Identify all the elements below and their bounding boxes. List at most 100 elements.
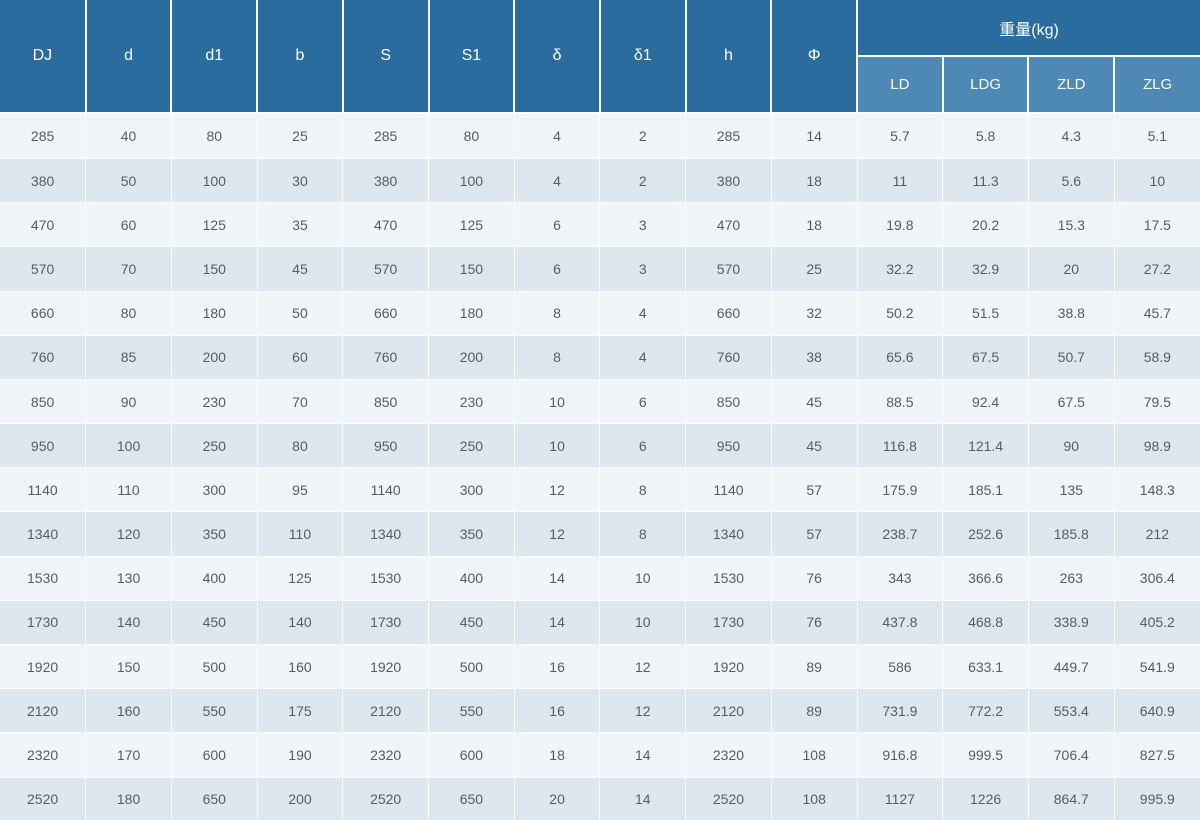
table-cell: 586: [856, 644, 944, 690]
table-cell: 3: [599, 202, 687, 248]
table-cell: 706.4: [1027, 732, 1115, 778]
table-cell: 32.2: [856, 246, 944, 292]
table-cell: 5.8: [942, 112, 1029, 159]
table-cell: 238.7: [856, 511, 944, 557]
col-header-b: b: [256, 0, 344, 114]
table-cell: 850: [685, 378, 772, 425]
table-cell: 45.7: [1113, 290, 1200, 336]
table-cell: 100: [428, 157, 515, 204]
table-row: 2320 170 600 190 2320 600 18 14 2320 108 916.8 999.…: [0, 732, 1200, 778]
table-cell: 760: [0, 334, 87, 380]
col-group-weight: 重量(kg): [856, 0, 1200, 57]
table-cell: 32.9: [942, 246, 1029, 292]
table-cell: 185.8: [1027, 511, 1115, 557]
table-cell: 2320: [0, 732, 87, 778]
table-cell: 2320: [685, 732, 772, 778]
table-cell: 400: [170, 555, 258, 601]
table-cell: 1140: [0, 467, 87, 513]
table-cell: 200: [428, 334, 515, 380]
table-cell: 4: [599, 290, 687, 336]
table-cell: 1226: [942, 776, 1029, 820]
table-cell: 760: [685, 334, 772, 380]
table-cell: 65.6: [856, 334, 944, 380]
table-cell: 437.8: [856, 599, 944, 646]
table-cell: 660: [685, 290, 772, 336]
table-cell: 30: [256, 157, 344, 204]
table-cell: 80: [170, 112, 258, 159]
table-cell: 10: [513, 423, 601, 469]
table-cell: 20: [1027, 246, 1115, 292]
table-row: 660 80 180 50 660 180 8 4 660 32 50.2 51.5 38.8 45.7: [0, 290, 1200, 336]
table-cell: 57: [770, 511, 858, 557]
table-cell: 4.3: [1027, 112, 1115, 159]
table-cell: 864.7: [1027, 776, 1115, 820]
table-cell: 350: [428, 511, 515, 557]
table-cell: 92.4: [942, 378, 1029, 425]
table-cell: 90: [1027, 423, 1115, 469]
table-cell: 850: [0, 378, 87, 425]
table-cell: 4: [513, 157, 601, 204]
table-cell: 14: [513, 555, 601, 601]
table-cell: 338.9: [1027, 599, 1115, 646]
table-cell: 8: [599, 467, 687, 513]
col-header-dj: DJ: [0, 0, 87, 114]
table-cell: 45: [256, 246, 344, 292]
table-cell: 89: [770, 644, 858, 690]
table-cell: 285: [0, 112, 87, 159]
col-header-h: h: [684, 0, 773, 114]
table-cell: 285: [342, 112, 430, 159]
table-cell: 14: [599, 776, 687, 820]
table-cell: 150: [428, 246, 515, 292]
table-cell: 300: [428, 467, 515, 513]
table-cell: 731.9: [856, 688, 944, 734]
table-cell: 10: [599, 599, 687, 646]
header-row-main: DJ d d1 b S S1 δ δ1 h Φ 重量(kg): [0, 0, 1200, 114]
table-cell: 27.2: [1113, 246, 1200, 292]
table-cell: 57: [770, 467, 858, 513]
table-cell: 130: [85, 555, 172, 601]
table-cell: 1340: [685, 511, 772, 557]
table-header: DJ d d1 b S S1 δ δ1 h Φ 重量(kg) LD LDG ZL…: [0, 0, 1200, 114]
table-cell: 15.3: [1027, 202, 1115, 248]
table-cell: 350: [170, 511, 258, 557]
table-cell: 1340: [342, 511, 430, 557]
table-cell: 16: [513, 688, 601, 734]
table-cell: 6: [599, 423, 687, 469]
table-cell: 250: [428, 423, 515, 469]
table-cell: 67.5: [942, 334, 1029, 380]
col-header-ldg: LDG: [941, 55, 1030, 114]
table-cell: 1340: [0, 511, 87, 557]
table-cell: 660: [342, 290, 430, 336]
table-row: 1730 140 450 140 1730 450 14 10 1730 76 437.8 468.8…: [0, 599, 1200, 646]
table-cell: 660: [0, 290, 87, 336]
table-cell: 70: [85, 246, 172, 292]
table-cell: 12: [513, 511, 601, 557]
table-cell: 263: [1027, 555, 1115, 601]
table-cell: 470: [0, 202, 87, 248]
table-cell: 470: [685, 202, 772, 248]
table-cell: 600: [428, 732, 515, 778]
table-cell: 600: [170, 732, 258, 778]
table-cell: 633.1: [942, 644, 1029, 690]
table-cell: 200: [170, 334, 258, 380]
table-cell: 2120: [0, 688, 87, 734]
table-cell: 650: [428, 776, 515, 820]
table-cell: 550: [428, 688, 515, 734]
table-body: 285 40 80 25 285 80 4 2 285 14 5.7 5.8 4.3 5.1 380 50 10…: [0, 112, 1200, 820]
table-cell: 1140: [685, 467, 772, 513]
table-cell: 11.3: [942, 157, 1029, 204]
table-cell: 98.9: [1113, 423, 1200, 469]
col-header-s1: S1: [427, 0, 516, 114]
table-cell: 100: [85, 423, 172, 469]
table-cell: 121.4: [942, 423, 1029, 469]
table-cell: 285: [685, 112, 772, 159]
table-cell: 8: [513, 334, 601, 380]
table-cell: 570: [685, 246, 772, 292]
table-row: 2520 180 650 200 2520 650 20 14 2520 108 1127 1226 8…: [0, 776, 1200, 820]
table-cell: 8: [513, 290, 601, 336]
table-cell: 190: [256, 732, 344, 778]
table-cell: 20.2: [942, 202, 1029, 248]
table-cell: 140: [256, 599, 344, 646]
table-cell: 58.9: [1113, 334, 1200, 380]
